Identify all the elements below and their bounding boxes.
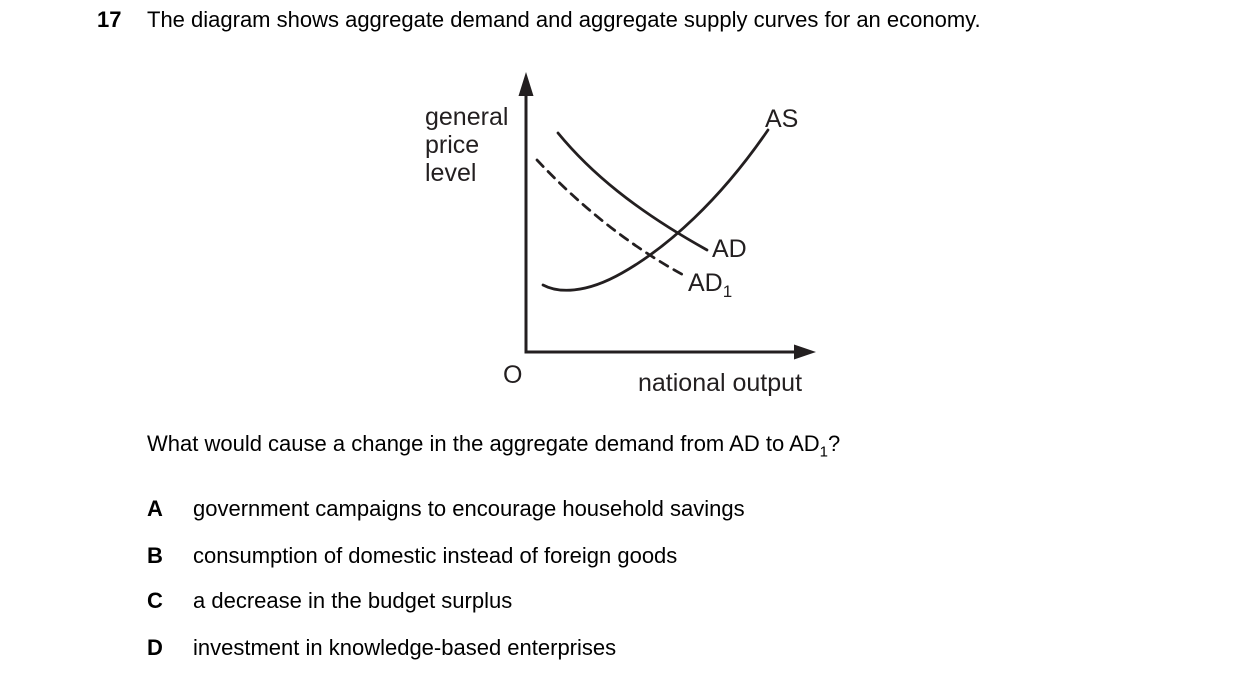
y-axis-label-line3: level (425, 159, 476, 187)
ad-curve (556, 131, 709, 252)
option-letter-a: A (147, 496, 163, 521)
option-letter-d: D (147, 635, 163, 660)
y-axis-label-line2: price (425, 131, 479, 159)
ad1-subscript: 1 (723, 282, 732, 301)
question-stem: The diagram shows aggregate demand and a… (147, 7, 981, 32)
ad1-curve-label: AD1 (688, 269, 732, 301)
prompt-suffix: ? (827, 431, 841, 456)
y-axis-arrow-icon (518, 72, 534, 96)
option-text-a: government campaigns to encourage househ… (193, 496, 745, 521)
option-text-b: consumption of domestic instead of forei… (193, 543, 678, 568)
ad-curve-label: AD (712, 235, 747, 263)
x-axis-label: national output (638, 369, 802, 397)
ad-as-diagram: general price level AS AD AD1 O national… (400, 60, 840, 400)
as-curve (541, 128, 770, 292)
option-text-d: investment in knowledge-based enterprise… (193, 635, 617, 660)
prompt-subscript: 1 (819, 443, 828, 461)
question-prompt: What would cause a change in the aggrega… (147, 430, 841, 461)
ad1-curve-dashed (535, 158, 689, 279)
diagram-canvas: general price level AS AD AD1 O national… (425, 72, 816, 397)
option-letter-b: B (147, 543, 163, 568)
option-text-c: a decrease in the budget surplus (193, 588, 513, 613)
origin-label: O (503, 361, 522, 389)
x-axis-arrow-icon (794, 344, 816, 360)
question-number: 17 (97, 7, 122, 32)
as-curve-label: AS (765, 105, 798, 133)
option-letter-c: C (147, 588, 163, 613)
prompt-text: What would cause a change in the aggrega… (147, 431, 820, 456)
y-axis-label-line1: general (425, 103, 508, 131)
